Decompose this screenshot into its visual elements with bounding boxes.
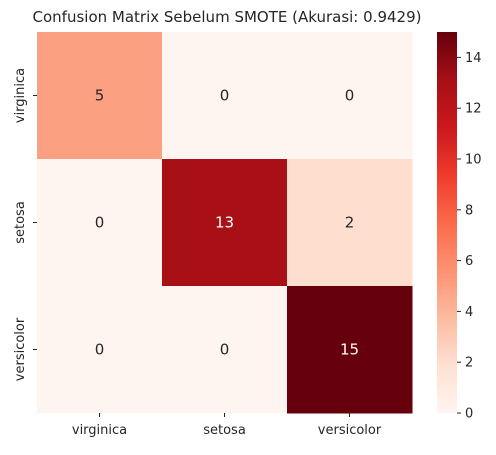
- heatmap-cell: [37, 286, 163, 414]
- colorbar-tick-label: 10: [465, 153, 482, 168]
- cell-value-label: 5: [95, 87, 105, 105]
- x-tick-label: virginica: [72, 423, 127, 438]
- heatmap-cell: [287, 286, 413, 414]
- colorbar-tick-label: 2: [465, 356, 473, 371]
- colorbar-ticks: 0 2 4 6 8 10 12 14: [457, 51, 482, 422]
- cell-value-label: 0: [220, 341, 230, 359]
- chart-title: Confusion Matrix Sebelum SMOTE (Akurasi:…: [33, 8, 422, 26]
- heatmap-cell: [37, 32, 163, 160]
- heatmap-cell: [37, 159, 163, 287]
- y-tick-label: virginica: [13, 68, 28, 123]
- cell-value-label: 0: [345, 87, 355, 105]
- y-tick-label: versicolor: [13, 317, 28, 381]
- heatmap-cells: 5 0 0 0 13 2 0 0 15: [37, 32, 413, 414]
- x-tick-label: versicolor: [318, 423, 382, 438]
- cell-value-label: 13: [215, 214, 234, 232]
- cell-value-label: 15: [340, 341, 359, 359]
- cell-value-label: 0: [95, 341, 105, 359]
- y-axis-ticks: virginica setosa versicolor: [13, 68, 37, 381]
- heatmap-cell: [162, 159, 288, 287]
- colorbar-tick-label: 4: [465, 305, 473, 320]
- colorbar-tick-label: 14: [465, 51, 482, 66]
- cell-value-label: 0: [95, 214, 105, 232]
- colorbar: [437, 32, 457, 413]
- heatmap-cell: [162, 32, 288, 160]
- colorbar-tick-label: 6: [465, 254, 473, 269]
- heatmap-cell: [287, 32, 413, 160]
- colorbar-tick-label: 12: [465, 102, 482, 117]
- heatmap-cell: [287, 159, 413, 287]
- cell-value-label: 0: [220, 87, 230, 105]
- colorbar-tick-label: 8: [465, 203, 473, 218]
- colorbar-tick-label: 0: [465, 407, 473, 422]
- x-axis-ticks: virginica setosa versicolor: [72, 413, 382, 438]
- y-tick-label: setosa: [13, 201, 28, 244]
- heatmap-cell: [162, 286, 288, 414]
- cell-value-label: 2: [345, 214, 355, 232]
- x-tick-label: setosa: [203, 423, 246, 438]
